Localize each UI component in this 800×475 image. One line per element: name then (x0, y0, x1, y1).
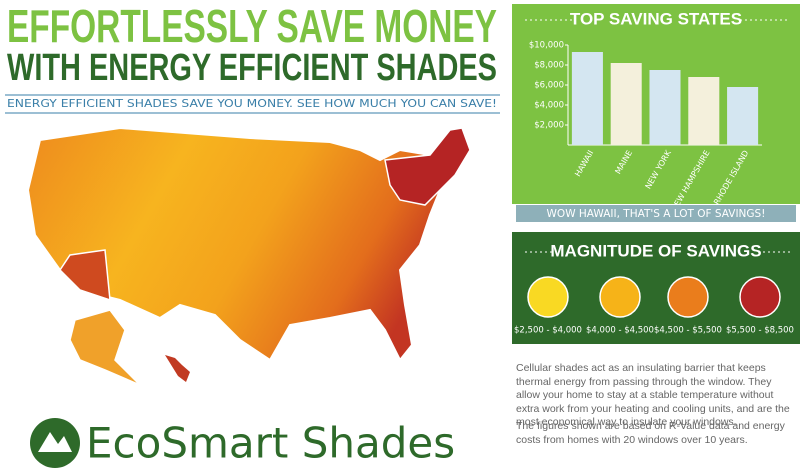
annotation: WOW HAWAII, THAT'S A LOT OF SAVINGS! (547, 208, 766, 220)
legend-swatch (739, 276, 781, 318)
annotation-bg (516, 205, 796, 222)
y-tick-label: $8,000 (534, 61, 564, 71)
bar (649, 70, 681, 145)
legend-swatch (599, 276, 641, 318)
legend-label: $2,500 - $4,000 (514, 326, 582, 336)
bar (727, 87, 759, 145)
us-map (26, 126, 472, 362)
map-northeast (384, 127, 471, 206)
note: Cellular shades act as an insulating bar… (516, 362, 790, 428)
legend-label: $4,000 - $4,500 (586, 326, 654, 336)
logo-text: EcoSmart Shades (86, 419, 455, 468)
bar (688, 77, 720, 145)
map-hawaii (165, 355, 190, 382)
y-tick-label: $2,000 (534, 121, 564, 131)
y-tick-label: $10,000 (529, 41, 564, 51)
map-arizona (59, 249, 111, 302)
subtitle: ENERGY EFFICIENT SHADES SAVE YOU MONEY. … (7, 97, 497, 110)
bar (571, 52, 603, 145)
legend: $2,500 - $4,000 $4,000 - $4,500 $4,500 - $… (514, 276, 794, 336)
title-line2: WITH ENERGY EFFICIENT SHADES (7, 47, 497, 89)
legend-label: $4,500 - $5,500 (654, 326, 722, 336)
legend-label: $5,500 - $8,500 (726, 326, 794, 336)
y-tick-label: $6,000 (534, 81, 564, 91)
chart-title: TOP SAVING STATES (570, 9, 742, 28)
legend-swatch (527, 276, 569, 318)
y-tick-label: $4,000 (534, 101, 564, 111)
title-line1: EFFORTLESSLY SAVE MONEY (7, 0, 497, 52)
legend-title: MAGNITUDE OF SAVINGS (550, 241, 761, 260)
logo-mountain (38, 432, 72, 452)
legend-swatch (667, 276, 709, 318)
map-alaska (69, 309, 141, 386)
bar (610, 63, 642, 145)
note: The figures shown are based on R-Value d… (516, 420, 785, 446)
